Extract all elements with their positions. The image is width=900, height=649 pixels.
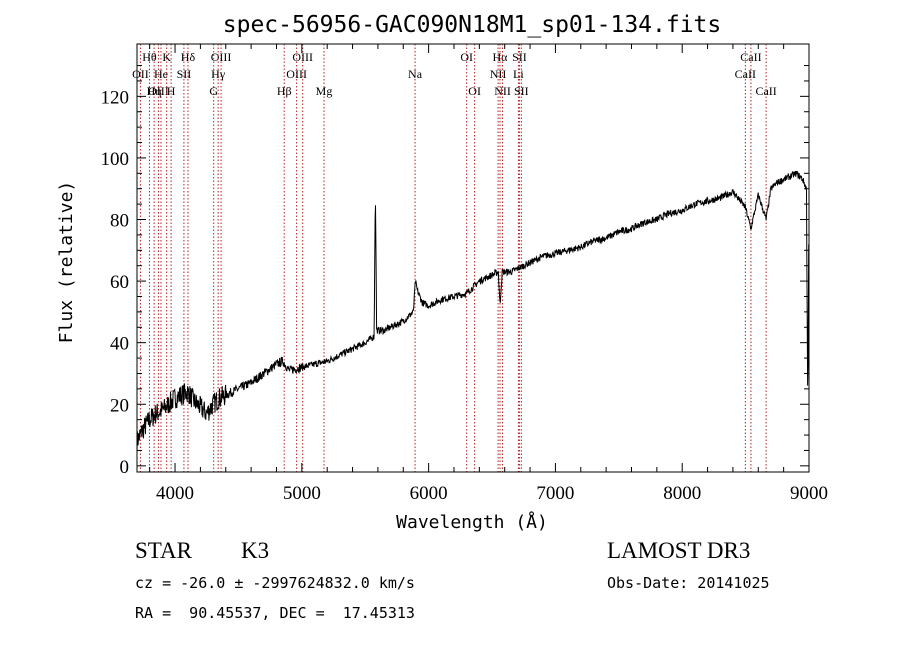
- x-axis-label: Wavelength (Å): [396, 511, 548, 533]
- line-label: OI: [468, 84, 481, 98]
- survey-name: LAMOST DR3: [607, 538, 751, 563]
- line-label: Hβ: [277, 84, 292, 98]
- y-tick-label: 40: [110, 334, 129, 355]
- obs-date: Obs-Date: 20141025: [607, 574, 770, 592]
- object-subclass: K3: [241, 538, 270, 563]
- line-label: Hα: [493, 50, 509, 64]
- line-label: H: [167, 84, 176, 98]
- y-tick-label: 20: [110, 395, 129, 416]
- line-label: NII: [490, 67, 507, 81]
- line-label: Hη: [147, 84, 162, 98]
- line-label: OIII: [148, 84, 169, 98]
- x-tick-label: 4000: [156, 483, 194, 504]
- line-label: CaII: [755, 84, 776, 98]
- x-tick-label: 6000: [410, 483, 448, 504]
- line-label: SII: [514, 84, 529, 98]
- line-label: He: [154, 67, 168, 81]
- line-label: OIII: [292, 50, 313, 64]
- y-axis-label: Flux (relative): [56, 181, 77, 344]
- line-label: Hθ: [142, 50, 157, 64]
- line-label: OII: [132, 67, 149, 81]
- x-tick-label: 9000: [790, 483, 828, 504]
- line-label: OI: [460, 50, 473, 64]
- x-tick-label: 7000: [536, 483, 574, 504]
- line-label: CaII: [735, 67, 756, 81]
- x-tick-label: 5000: [283, 483, 321, 504]
- line-label: OIII: [286, 67, 307, 81]
- y-axis-ticks: 0 20 40 60 80 100 120: [101, 65, 809, 478]
- line-label: Hδ: [181, 50, 196, 64]
- y-tick-label: 100: [101, 149, 130, 170]
- y-tick-label: 120: [101, 87, 130, 108]
- chart-title: spec-56956-GAC090N18M1_sp01-134.fits: [223, 12, 722, 38]
- redshift-cz: cz = -26.0 ± -2997624832.0 km/s: [135, 574, 415, 592]
- line-label: OIII: [211, 50, 232, 64]
- x-axis-ticks: 4000 5000 6000 7000 8000 9000: [149, 44, 828, 504]
- line-label: Hγ: [211, 67, 226, 81]
- x-tick-label: 8000: [663, 483, 701, 504]
- plot-frame: [136, 43, 810, 473]
- line-label: NII: [494, 84, 511, 98]
- line-label: Li: [513, 67, 524, 81]
- coordinates: RA = 90.45537, DEC = 17.45313: [135, 604, 415, 622]
- line-label: SII: [177, 67, 192, 81]
- line-label: SII: [512, 50, 527, 64]
- spectrum-line: [136, 170, 810, 453]
- object-class: STAR: [135, 538, 192, 563]
- y-tick-label: 60: [110, 272, 129, 293]
- y-tick-label: 0: [120, 457, 130, 478]
- line-label: Na: [408, 67, 423, 81]
- line-label: Mg: [316, 84, 333, 98]
- line-label: G: [209, 84, 218, 98]
- y-tick-label: 80: [110, 211, 129, 232]
- line-label: CaII: [740, 50, 761, 64]
- line-label: K: [162, 50, 171, 64]
